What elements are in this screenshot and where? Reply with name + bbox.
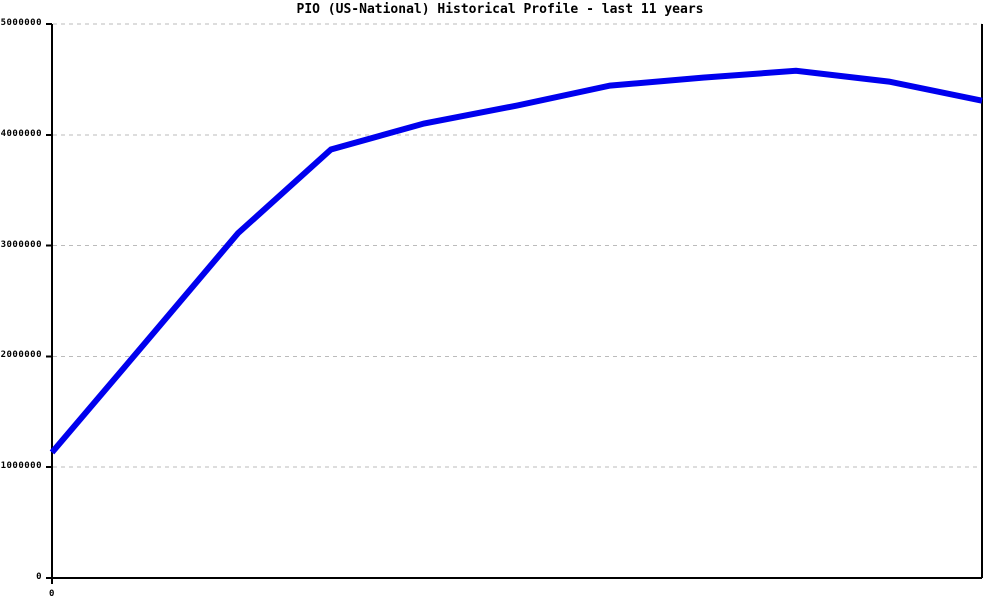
chart-title: PIO (US-National) Historical Profile - l… xyxy=(296,2,704,17)
axes-group xyxy=(51,24,983,579)
y-tick-label: 2000000 xyxy=(0,350,42,361)
data-line-series xyxy=(49,67,983,455)
data-series-group xyxy=(49,67,983,455)
y-tick-label: 5000000 xyxy=(0,18,42,28)
gridlines-group xyxy=(53,23,982,468)
x-tick-label: 0 xyxy=(49,589,55,599)
y-tick-label: 1000000 xyxy=(0,461,42,472)
y-tick-label: 0 xyxy=(36,572,42,582)
y-tick-label: 3000000 xyxy=(0,239,42,250)
y-tick-label: 4000000 xyxy=(0,128,42,139)
tick-marks-group xyxy=(46,23,53,584)
